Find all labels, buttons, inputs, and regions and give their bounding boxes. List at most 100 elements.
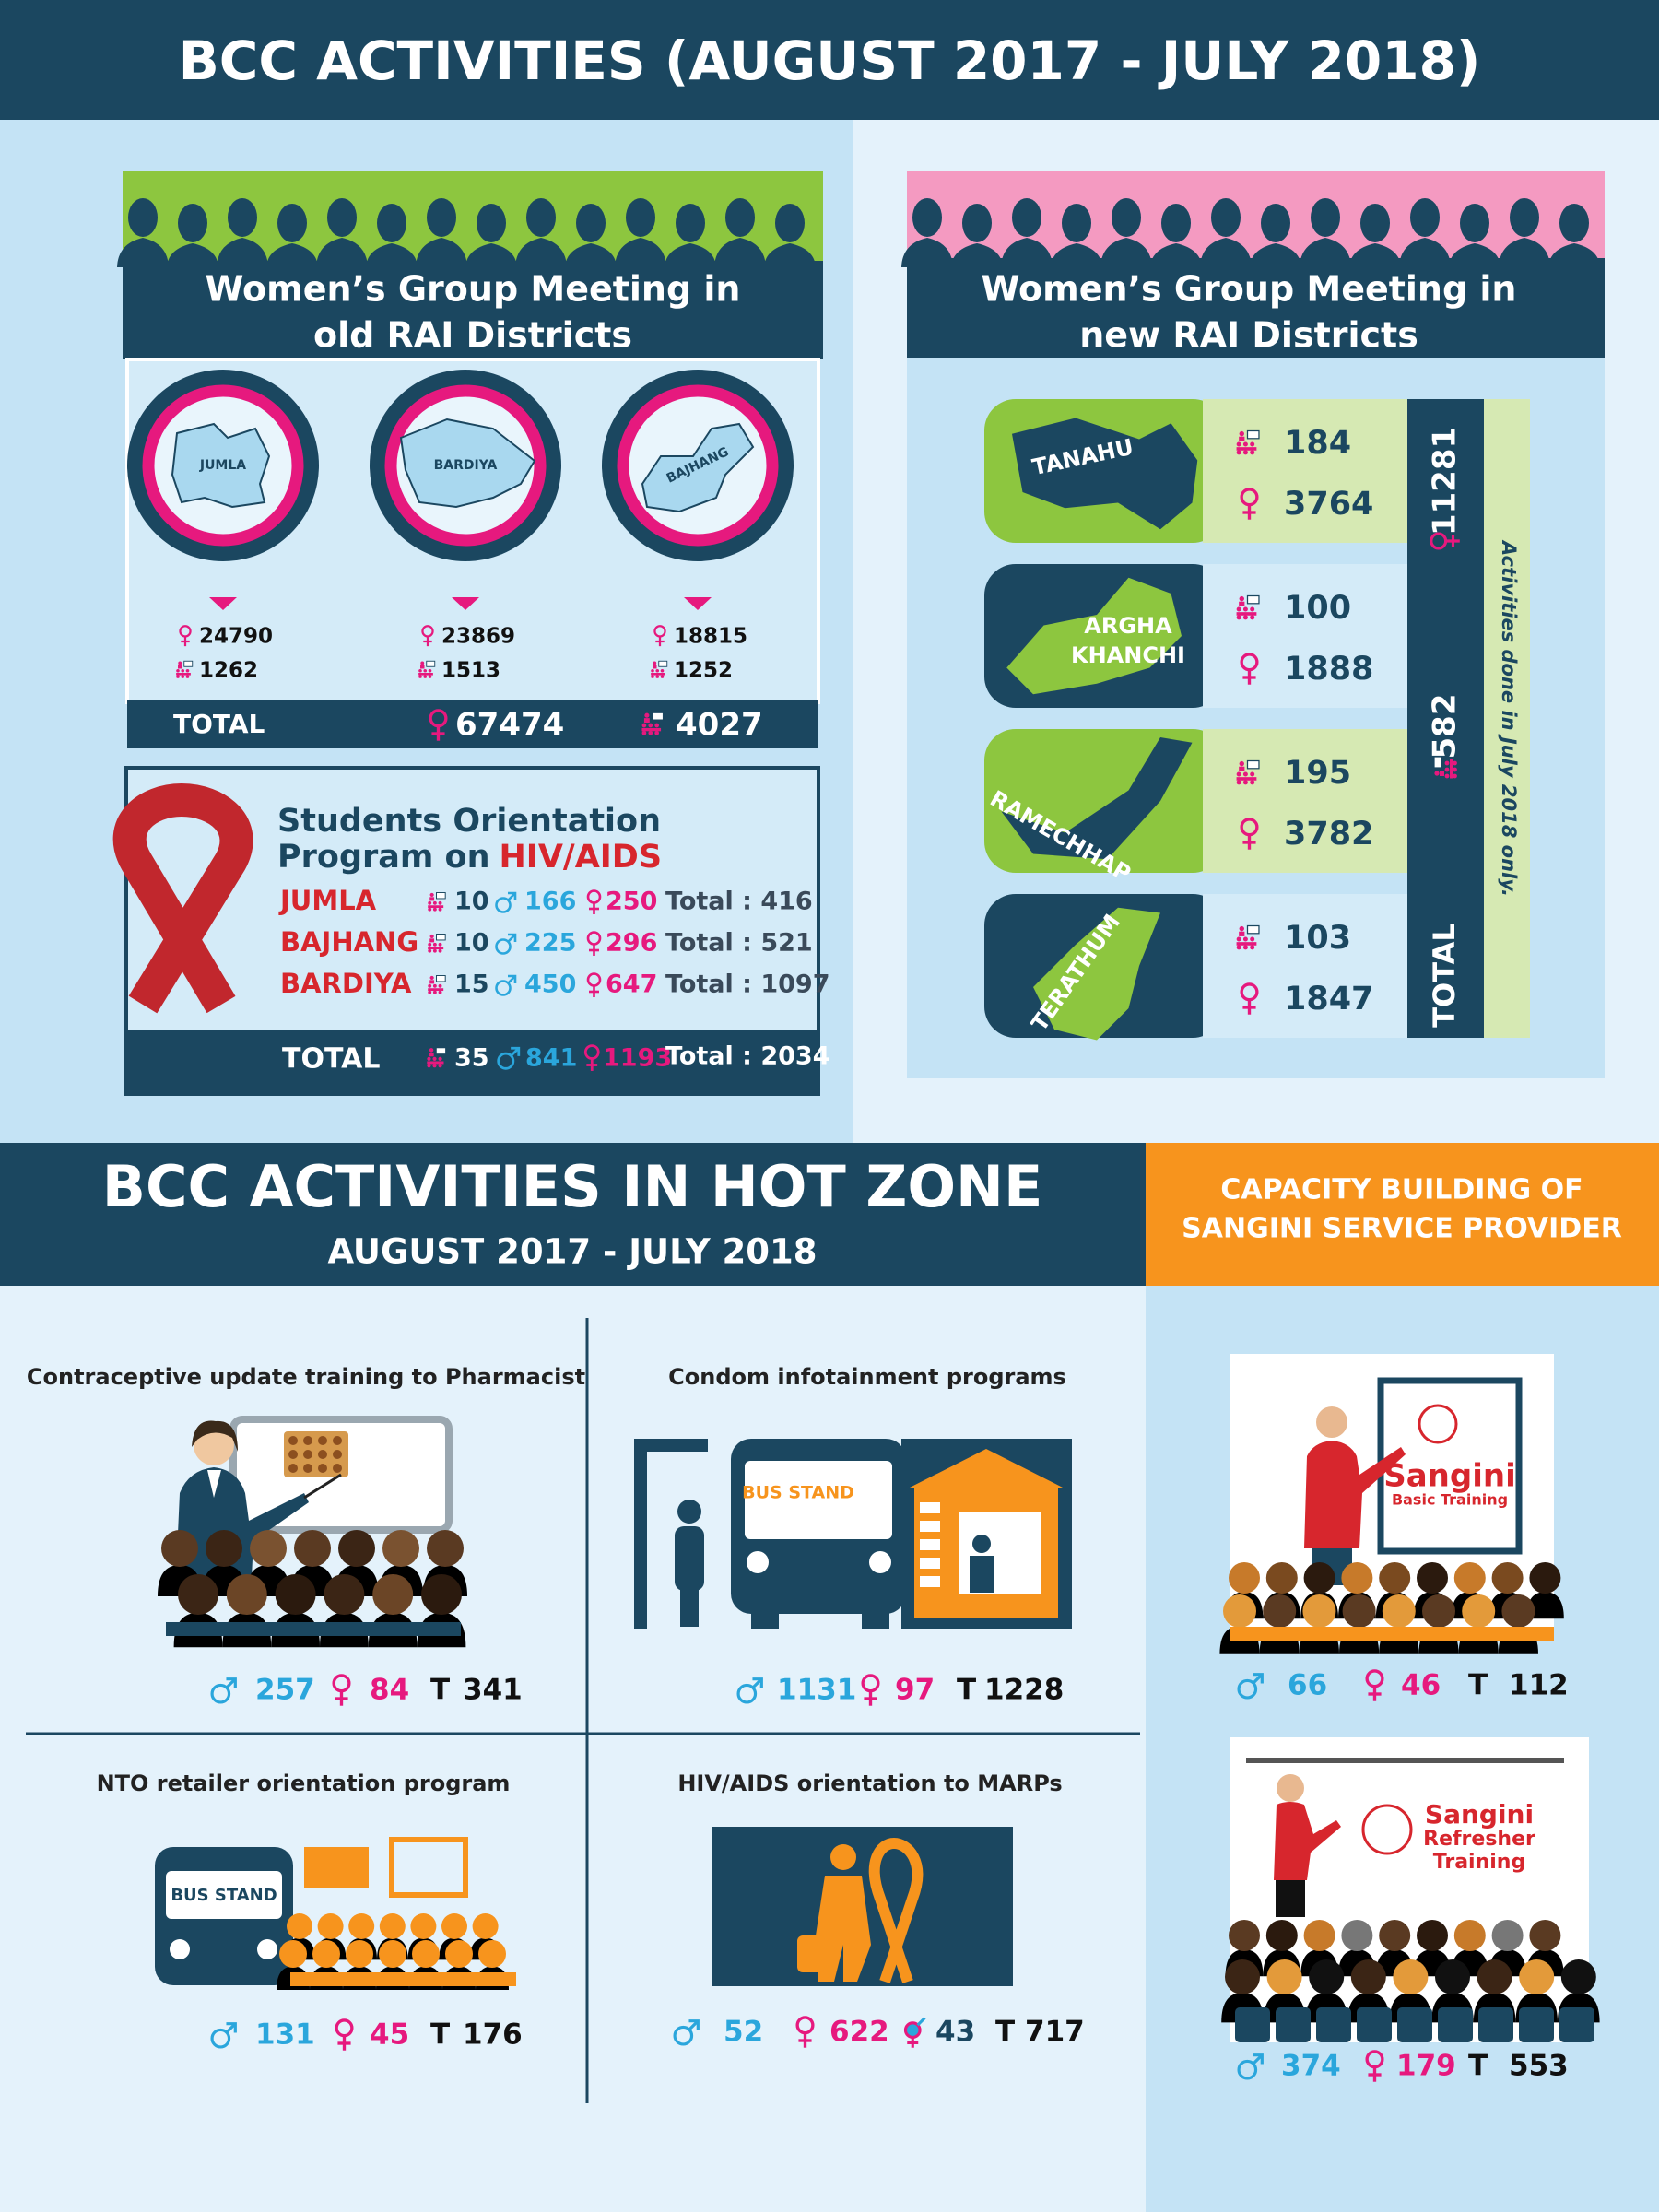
silhouette bbox=[316, 238, 368, 267]
silhouette-head bbox=[576, 204, 606, 242]
audience-head bbox=[348, 1913, 375, 1939]
silhouette-head bbox=[962, 204, 992, 242]
crowd-base bbox=[290, 1972, 516, 1986]
silhouette-head bbox=[626, 198, 655, 237]
figure-head bbox=[830, 1844, 856, 1870]
seat bbox=[1559, 2007, 1594, 2042]
silhouette-head bbox=[912, 198, 942, 237]
silhouette-head bbox=[128, 198, 158, 237]
capacity-banner bbox=[1146, 1143, 1659, 1286]
audience-head bbox=[275, 1574, 316, 1615]
group-count: 100 bbox=[1284, 590, 1351, 627]
shelf bbox=[920, 1502, 940, 1513]
section-title: Women’s Group Meeting in bbox=[981, 269, 1516, 310]
total-label: T bbox=[995, 2016, 1015, 2049]
group-count: 103 bbox=[1284, 920, 1351, 957]
capacity-title: SANGINI SERVICE PROVIDER bbox=[1182, 1213, 1622, 1245]
silhouette-head bbox=[377, 204, 406, 242]
audience-head bbox=[478, 1940, 506, 1968]
program-title: NTO retailer orientation program bbox=[97, 1771, 511, 1796]
shop bbox=[389, 1837, 468, 1898]
shelf bbox=[920, 1521, 940, 1532]
audience-head bbox=[1265, 1562, 1298, 1594]
total-label: T bbox=[1468, 1669, 1488, 1702]
note: Activities done in July 2018 only. bbox=[1498, 539, 1520, 897]
audience-head bbox=[427, 1530, 464, 1567]
logo bbox=[1361, 1804, 1413, 1855]
sign-text: Sangini bbox=[1425, 1799, 1534, 1830]
silhouette-head bbox=[1161, 204, 1191, 242]
female-count: 622 bbox=[830, 2016, 889, 2049]
pointer bbox=[303, 1473, 342, 1500]
sign-text: Training bbox=[1433, 1851, 1525, 1874]
silhouette-head bbox=[1410, 198, 1440, 237]
audience-head bbox=[445, 1940, 473, 1968]
total-label: TOTAL bbox=[1427, 923, 1462, 1028]
awareness-ribbon bbox=[868, 1837, 924, 1983]
silhouette-head bbox=[178, 204, 207, 242]
pill bbox=[318, 1450, 327, 1459]
shelf bbox=[920, 1539, 940, 1550]
district-map bbox=[1006, 577, 1182, 695]
audience-head bbox=[1422, 1594, 1455, 1628]
silhouette-head bbox=[477, 204, 506, 242]
trainer-shirt bbox=[207, 1470, 221, 1498]
audience-head bbox=[1341, 1562, 1373, 1594]
male-count: 1131 bbox=[777, 1674, 856, 1707]
audience-head bbox=[412, 1940, 440, 1968]
audience-head bbox=[324, 1574, 365, 1615]
pointer-triangle bbox=[452, 597, 479, 610]
audience-head bbox=[1263, 1594, 1297, 1628]
female-count: 45 bbox=[370, 2018, 409, 2052]
schools: 10 bbox=[454, 929, 489, 958]
pill bbox=[303, 1450, 312, 1459]
audience-head bbox=[1491, 1562, 1524, 1594]
male-count: 450 bbox=[524, 971, 576, 999]
total-count: 1228 bbox=[984, 1674, 1064, 1707]
audience-head bbox=[1435, 1959, 1470, 1994]
audience-head bbox=[1417, 1562, 1448, 1594]
silhouette-head bbox=[327, 198, 357, 237]
audience-head bbox=[1417, 1920, 1448, 1951]
audience-head bbox=[1302, 1594, 1336, 1628]
silhouette bbox=[416, 238, 467, 267]
silhouette-head bbox=[1211, 198, 1241, 237]
pointer-triangle bbox=[209, 597, 237, 610]
person-head bbox=[677, 1500, 701, 1524]
number-box bbox=[1203, 564, 1407, 708]
district-map bbox=[399, 418, 536, 509]
district-label: ARGHA bbox=[1084, 613, 1172, 639]
figure-body bbox=[816, 1876, 871, 1982]
pill bbox=[288, 1450, 298, 1459]
pill bbox=[303, 1436, 312, 1445]
total-label: TOTAL bbox=[282, 1043, 380, 1076]
transgender-count: 43 bbox=[935, 2016, 975, 2049]
silhouette-head bbox=[427, 198, 456, 237]
schools: 10 bbox=[454, 888, 489, 916]
total-count: 717 bbox=[1025, 2016, 1085, 2049]
bus-light bbox=[869, 1551, 891, 1573]
audience-head bbox=[317, 1913, 344, 1939]
shelter-post bbox=[634, 1439, 647, 1629]
schools: 15 bbox=[454, 971, 489, 999]
audience-head bbox=[1379, 1562, 1411, 1594]
female-count: 46 bbox=[1401, 1669, 1441, 1702]
trainer-head bbox=[1316, 1406, 1347, 1438]
trainer-body bbox=[1274, 1802, 1341, 1880]
audience-head bbox=[1303, 1562, 1335, 1594]
row-total: Total : 416 bbox=[665, 888, 813, 916]
seat bbox=[1235, 2007, 1270, 2042]
audience-head bbox=[1491, 1920, 1524, 1951]
district-name: BARDIYA bbox=[280, 968, 412, 999]
program-title: HIV/AIDS orientation to MARPs bbox=[677, 1771, 1062, 1796]
audience-head bbox=[226, 1574, 267, 1615]
total-count: 176 bbox=[463, 2018, 523, 2052]
person-legs bbox=[680, 1585, 699, 1627]
silhouette-head bbox=[775, 204, 805, 242]
audience-head bbox=[287, 1913, 312, 1939]
silhouette-head bbox=[277, 204, 307, 242]
hot-zone-body bbox=[0, 1286, 1146, 2212]
silhouette-head bbox=[1311, 198, 1340, 237]
trainer-skirt bbox=[1276, 1880, 1305, 1917]
seat bbox=[1316, 2007, 1351, 2042]
